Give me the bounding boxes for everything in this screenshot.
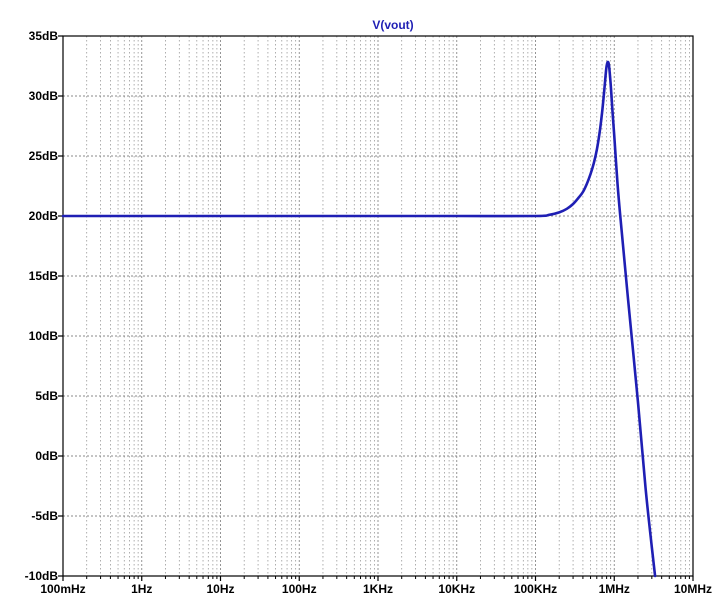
series-name-label: V(vout) xyxy=(372,18,413,32)
y-tick-label: 35dB xyxy=(29,29,59,43)
y-axis-tick-labels: 35dB 30dB 25dB 20dB 15dB 10dB 5dB 0dB -5dB -10dB xyxy=(25,29,59,583)
major-grid xyxy=(62,35,694,577)
x-axis-tick-labels: 100mHz 1Hz 10Hz 100Hz 1KHz 10KHz 100KHz 1MHz 10M… xyxy=(40,582,712,596)
y-tick-label: 20dB xyxy=(29,209,59,223)
x-tick-label: 1Hz xyxy=(131,582,152,596)
y-tick-label: 5dB xyxy=(35,389,58,403)
y-tick-label: 25dB xyxy=(29,149,59,163)
y-tick-label: 15dB xyxy=(29,269,59,283)
x-tick-label: 1KHz xyxy=(363,582,393,596)
minor-grid xyxy=(86,36,690,576)
y-tick-label: 10dB xyxy=(29,329,59,343)
x-tick-label: 10MHz xyxy=(674,582,712,596)
x-axis-ticks xyxy=(62,576,694,581)
x-tick-label: 100KHz xyxy=(514,582,557,596)
x-tick-label: 10KHz xyxy=(438,582,475,596)
y-axis-ticks xyxy=(58,35,63,577)
series-line-vout xyxy=(61,60,657,578)
x-tick-label: 100Hz xyxy=(282,582,317,596)
series-layer xyxy=(61,60,657,578)
y-tick-label: 0dB xyxy=(35,449,58,463)
x-tick-label: 100mHz xyxy=(40,582,85,596)
y-tick-label: -10dB xyxy=(25,569,59,583)
y-tick-label: -5dB xyxy=(31,509,58,523)
x-tick-label: 10Hz xyxy=(206,582,234,596)
y-tick-label: 30dB xyxy=(29,89,59,103)
x-tick-label: 1MHz xyxy=(599,582,630,596)
